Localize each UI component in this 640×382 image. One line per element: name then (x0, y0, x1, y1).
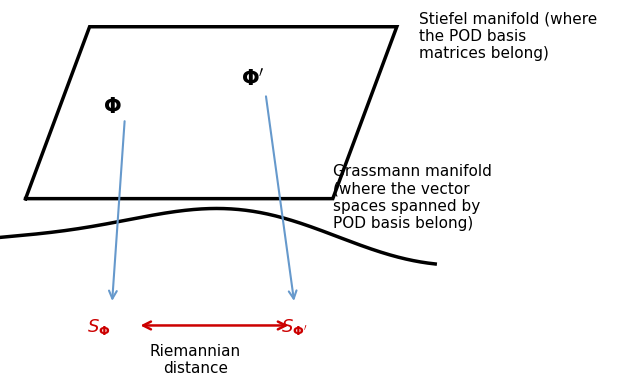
Text: $\boldsymbol{\Phi}'$: $\boldsymbol{\Phi}'$ (241, 67, 265, 89)
Text: $\boldsymbol{\Phi}$: $\boldsymbol{\Phi}$ (102, 97, 122, 117)
Text: $S_{\boldsymbol{\Phi}'}$: $S_{\boldsymbol{\Phi}'}$ (281, 317, 308, 337)
Text: $S_{\boldsymbol{\Phi}}$: $S_{\boldsymbol{\Phi}}$ (88, 317, 111, 337)
Text: Stiefel manifold (where
the POD basis
matrices belong): Stiefel manifold (where the POD basis ma… (419, 11, 598, 61)
Text: Riemannian
distance: Riemannian distance (150, 344, 241, 376)
Text: Grassmann manifold
(where the vector
spaces spanned by
POD basis belong): Grassmann manifold (where the vector spa… (333, 164, 492, 231)
